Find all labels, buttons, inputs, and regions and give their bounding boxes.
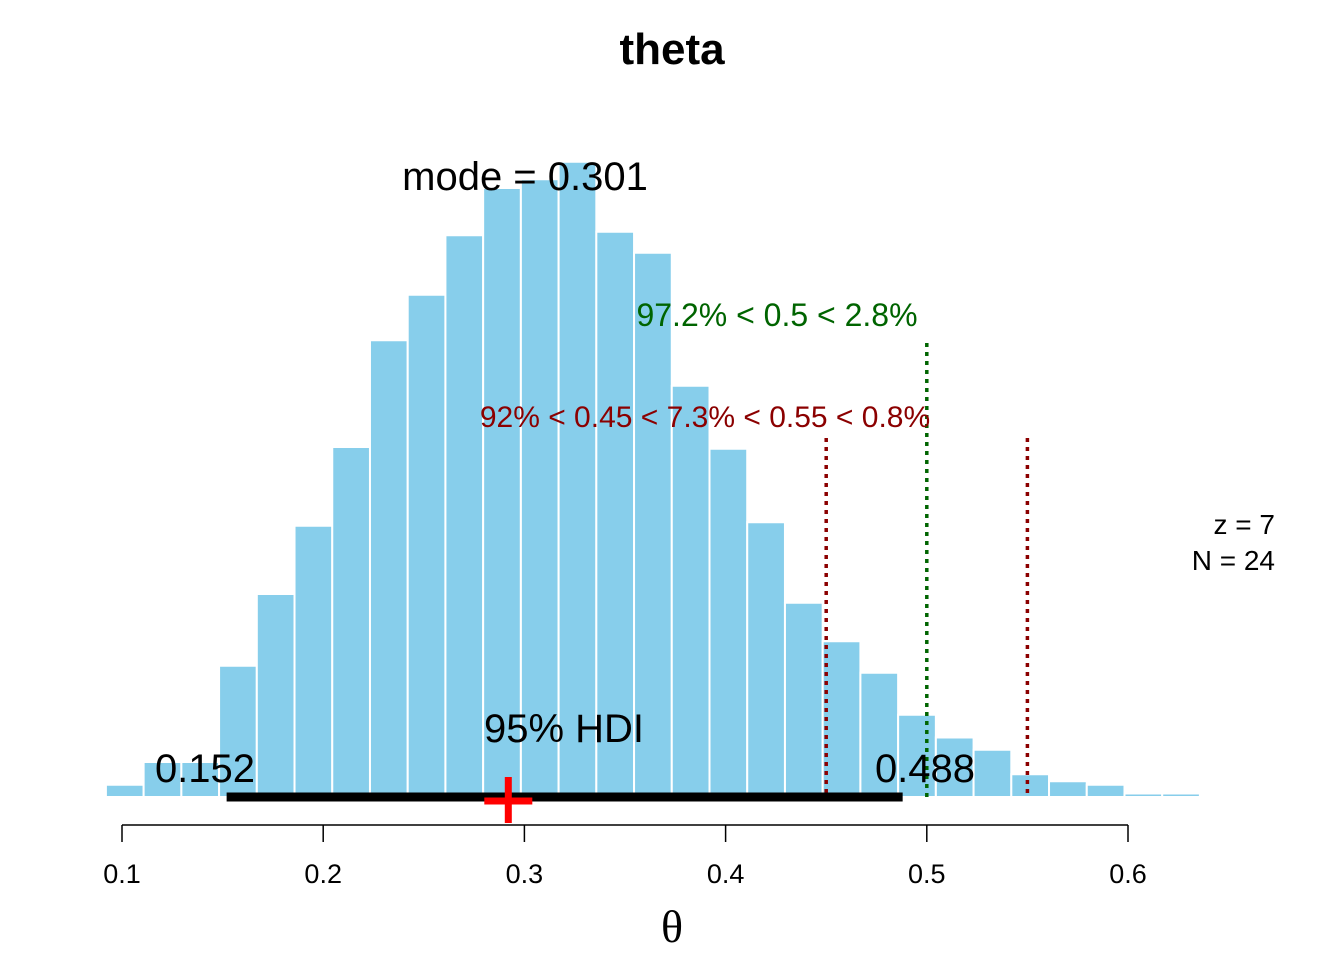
histogram-bar-12 xyxy=(557,160,598,798)
rope-label: 92% < 0.45 < 7.3% < 0.55 < 0.8% xyxy=(480,401,930,434)
comparison-label: 97.2% < 0.5 < 2.8% xyxy=(636,297,917,333)
histogram-bar-15 xyxy=(670,384,711,798)
hdi-label: 95% HDI xyxy=(484,707,644,751)
histogram-bar-27 xyxy=(1123,792,1164,798)
histogram-bars xyxy=(104,160,1277,799)
x-axis: 0.1 0.2 0.3 0.4 0.5 0.6 xyxy=(103,824,1147,889)
mode-label: mode = 0.301 xyxy=(402,155,648,199)
hdi-low-label: 0.152 xyxy=(155,747,255,791)
chart-title: theta xyxy=(619,25,725,74)
histogram-bar-20 xyxy=(859,671,900,798)
x-tick-label-0: 0.1 xyxy=(103,859,141,889)
histogram-bar-11 xyxy=(519,178,560,798)
histogram-bar-4 xyxy=(255,593,296,798)
histogram-bar-10 xyxy=(482,187,522,798)
histogram-bar-26 xyxy=(1085,783,1126,798)
reference-lines xyxy=(824,343,1030,797)
histogram-bar-16 xyxy=(708,447,749,798)
x-tick-label-3: 0.4 xyxy=(707,859,745,889)
histogram-bar-17 xyxy=(746,521,786,798)
histogram-bar-5 xyxy=(293,524,334,798)
histogram-bar-22 xyxy=(934,736,975,798)
histogram-bar-8 xyxy=(406,293,447,798)
z-annotation: z = 7 xyxy=(1214,509,1275,540)
histogram-bar-9 xyxy=(444,234,485,798)
x-tick-label-2: 0.3 xyxy=(506,859,544,889)
histogram-bar-2 xyxy=(180,761,221,798)
histogram-bar-24 xyxy=(1010,773,1051,798)
histogram-bar-1 xyxy=(142,761,183,798)
x-axis-label: θ xyxy=(661,901,683,952)
histogram-bar-19 xyxy=(821,640,862,798)
x-tick-label-1: 0.2 xyxy=(304,859,342,889)
hdi-group xyxy=(226,777,903,823)
histogram-bar-21 xyxy=(897,713,937,798)
histogram-bar-30 xyxy=(1236,794,1277,799)
histogram-bar-29 xyxy=(1198,794,1239,799)
x-tick-label-4: 0.5 xyxy=(908,859,946,889)
histogram-bar-6 xyxy=(331,446,371,798)
histogram-bar-28 xyxy=(1161,792,1201,798)
histogram-bar-25 xyxy=(1048,780,1088,798)
n-annotation: N = 24 xyxy=(1192,545,1275,576)
histogram-bar-23 xyxy=(972,748,1013,798)
histogram-bar-18 xyxy=(783,601,824,798)
x-tick-label-5: 0.6 xyxy=(1109,859,1147,889)
histogram-bar-7 xyxy=(368,339,409,798)
histogram-bar-0 xyxy=(104,783,145,798)
hdi-high-label: 0.488 xyxy=(875,747,975,791)
